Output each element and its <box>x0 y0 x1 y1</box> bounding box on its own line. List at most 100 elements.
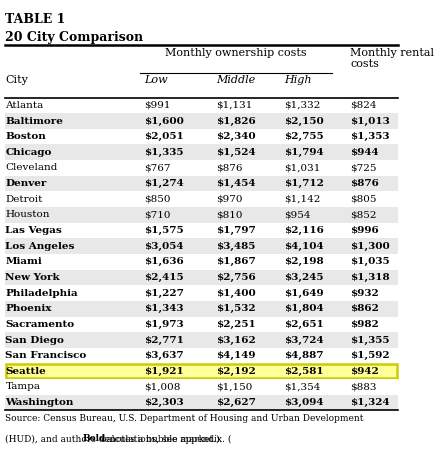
Text: $850: $850 <box>144 195 170 204</box>
Text: $1,142: $1,142 <box>284 195 320 204</box>
Text: $2,340: $2,340 <box>216 132 256 141</box>
Text: Cleveland: Cleveland <box>5 163 58 173</box>
Text: $1,150: $1,150 <box>216 383 252 392</box>
Text: $3,162: $3,162 <box>216 336 256 345</box>
Text: $2,651: $2,651 <box>284 320 324 329</box>
Text: Tampa: Tampa <box>5 383 40 392</box>
Text: $1,274: $1,274 <box>144 179 183 188</box>
Text: Detroit: Detroit <box>5 195 43 204</box>
Bar <box>5 145 398 160</box>
Text: $2,771: $2,771 <box>144 336 183 345</box>
Text: Denver: Denver <box>5 179 47 188</box>
Text: $876: $876 <box>350 179 379 188</box>
Bar <box>5 301 398 317</box>
Text: $1,318: $1,318 <box>350 273 390 282</box>
Text: $1,600: $1,600 <box>144 117 183 126</box>
Bar <box>5 192 398 207</box>
Text: $1,794: $1,794 <box>284 148 324 157</box>
Text: $810: $810 <box>216 210 242 219</box>
Text: $1,592: $1,592 <box>350 351 390 360</box>
Text: Las Vegas: Las Vegas <box>5 226 62 235</box>
Text: High: High <box>284 75 311 86</box>
Bar <box>5 348 398 364</box>
Text: New York: New York <box>5 273 60 282</box>
Bar <box>5 254 398 270</box>
Text: $1,353: $1,353 <box>350 132 390 141</box>
Text: $710: $710 <box>144 210 170 219</box>
Text: $725: $725 <box>350 163 377 173</box>
Bar <box>5 129 398 145</box>
Text: $862: $862 <box>350 304 379 313</box>
Text: $3,724: $3,724 <box>284 336 324 345</box>
Text: $767: $767 <box>144 163 170 173</box>
Text: $1,921: $1,921 <box>144 367 183 376</box>
Text: San Francisco: San Francisco <box>5 351 87 360</box>
Bar <box>5 286 398 301</box>
Text: Boston: Boston <box>5 132 46 141</box>
Text: (HUD), and authors' calculations, see appendix. (: (HUD), and authors' calculations, see ap… <box>5 434 232 444</box>
Text: $824: $824 <box>350 101 377 110</box>
Text: $852: $852 <box>350 210 377 219</box>
Bar <box>5 160 398 176</box>
Text: $932: $932 <box>350 289 379 298</box>
Text: $1,649: $1,649 <box>284 289 324 298</box>
Text: $1,335: $1,335 <box>144 148 183 157</box>
Text: Baltimore: Baltimore <box>5 117 63 126</box>
Text: Monthly rental
costs: Monthly rental costs <box>350 47 434 69</box>
Text: $970: $970 <box>216 195 242 204</box>
Text: $1,636: $1,636 <box>144 257 183 266</box>
Text: Low: Low <box>144 75 167 86</box>
Text: $991: $991 <box>144 101 170 110</box>
Text: $2,192: $2,192 <box>216 367 256 376</box>
Text: $1,008: $1,008 <box>144 383 180 392</box>
Text: $1,826: $1,826 <box>216 117 256 126</box>
Bar <box>5 207 398 223</box>
Text: Chicago: Chicago <box>5 148 52 157</box>
Text: $2,198: $2,198 <box>284 257 324 266</box>
Text: denotes a bubble market.): denotes a bubble market.) <box>96 434 219 444</box>
Text: $2,415: $2,415 <box>144 273 183 282</box>
Text: $2,581: $2,581 <box>284 367 324 376</box>
Text: $3,485: $3,485 <box>216 242 255 251</box>
Text: $2,755: $2,755 <box>284 132 324 141</box>
Text: $1,035: $1,035 <box>350 257 390 266</box>
Text: Middle: Middle <box>216 75 255 86</box>
Text: Atlanta: Atlanta <box>5 101 44 110</box>
Bar <box>5 113 398 129</box>
Text: Los Angeles: Los Angeles <box>5 242 75 251</box>
Text: $3,637: $3,637 <box>144 351 183 360</box>
Text: $4,887: $4,887 <box>284 351 323 360</box>
Text: $1,343: $1,343 <box>144 304 183 313</box>
Bar <box>5 332 398 348</box>
Text: Miami: Miami <box>5 257 42 266</box>
Text: Washington: Washington <box>5 398 74 407</box>
Text: $1,031: $1,031 <box>284 163 320 173</box>
Text: 20 City Comparison: 20 City Comparison <box>5 31 144 44</box>
Bar <box>5 176 398 192</box>
Text: $1,131: $1,131 <box>216 101 252 110</box>
Text: TABLE 1: TABLE 1 <box>5 13 66 26</box>
Text: $1,227: $1,227 <box>144 289 183 298</box>
Text: $942: $942 <box>350 367 379 376</box>
Text: $4,104: $4,104 <box>284 242 324 251</box>
Text: Seattle: Seattle <box>5 367 46 376</box>
Text: Philadelphia: Philadelphia <box>5 289 78 298</box>
Text: $1,355: $1,355 <box>350 336 390 345</box>
Text: $883: $883 <box>350 383 377 392</box>
Text: Houston: Houston <box>5 210 50 219</box>
Bar <box>5 395 398 411</box>
Text: $3,094: $3,094 <box>284 398 323 407</box>
Text: $1,324: $1,324 <box>350 398 390 407</box>
Bar <box>6 365 397 378</box>
Bar <box>5 223 398 239</box>
Text: $2,251: $2,251 <box>216 320 256 329</box>
Text: Bold: Bold <box>83 434 106 444</box>
Text: $1,575: $1,575 <box>144 226 183 235</box>
Text: $954: $954 <box>284 210 311 219</box>
Text: $4,149: $4,149 <box>216 351 255 360</box>
Text: $944: $944 <box>350 148 379 157</box>
Text: Source: Census Bureau, U.S. Department of Housing and Urban Development: Source: Census Bureau, U.S. Department o… <box>5 414 364 423</box>
Text: $1,797: $1,797 <box>216 226 256 235</box>
Text: $2,756: $2,756 <box>216 273 256 282</box>
Text: San Diego: San Diego <box>5 336 64 345</box>
